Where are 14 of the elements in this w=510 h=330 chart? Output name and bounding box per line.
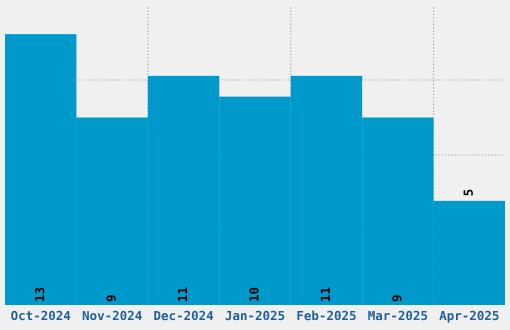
x-tick-label: Oct-2024	[11, 310, 70, 320]
data-label: 9	[106, 295, 116, 302]
x-tick-label: Mar-2025	[368, 310, 428, 320]
data-label: 11	[178, 288, 188, 301]
data-label: 10	[249, 288, 259, 301]
data-label: 13	[34, 288, 44, 301]
x-tick-label: Apr-2025	[439, 310, 499, 323]
data-label: 9	[392, 295, 402, 302]
data-label: 5	[464, 190, 473, 196]
x-tick-label: Jan-2025	[226, 310, 284, 320]
x-tick-label: Dec-2024	[154, 310, 214, 320]
x-tick-label: Nov-2024	[82, 310, 142, 320]
x-tick-label: Feb-2025	[297, 310, 356, 320]
data-label: 11	[320, 288, 330, 301]
